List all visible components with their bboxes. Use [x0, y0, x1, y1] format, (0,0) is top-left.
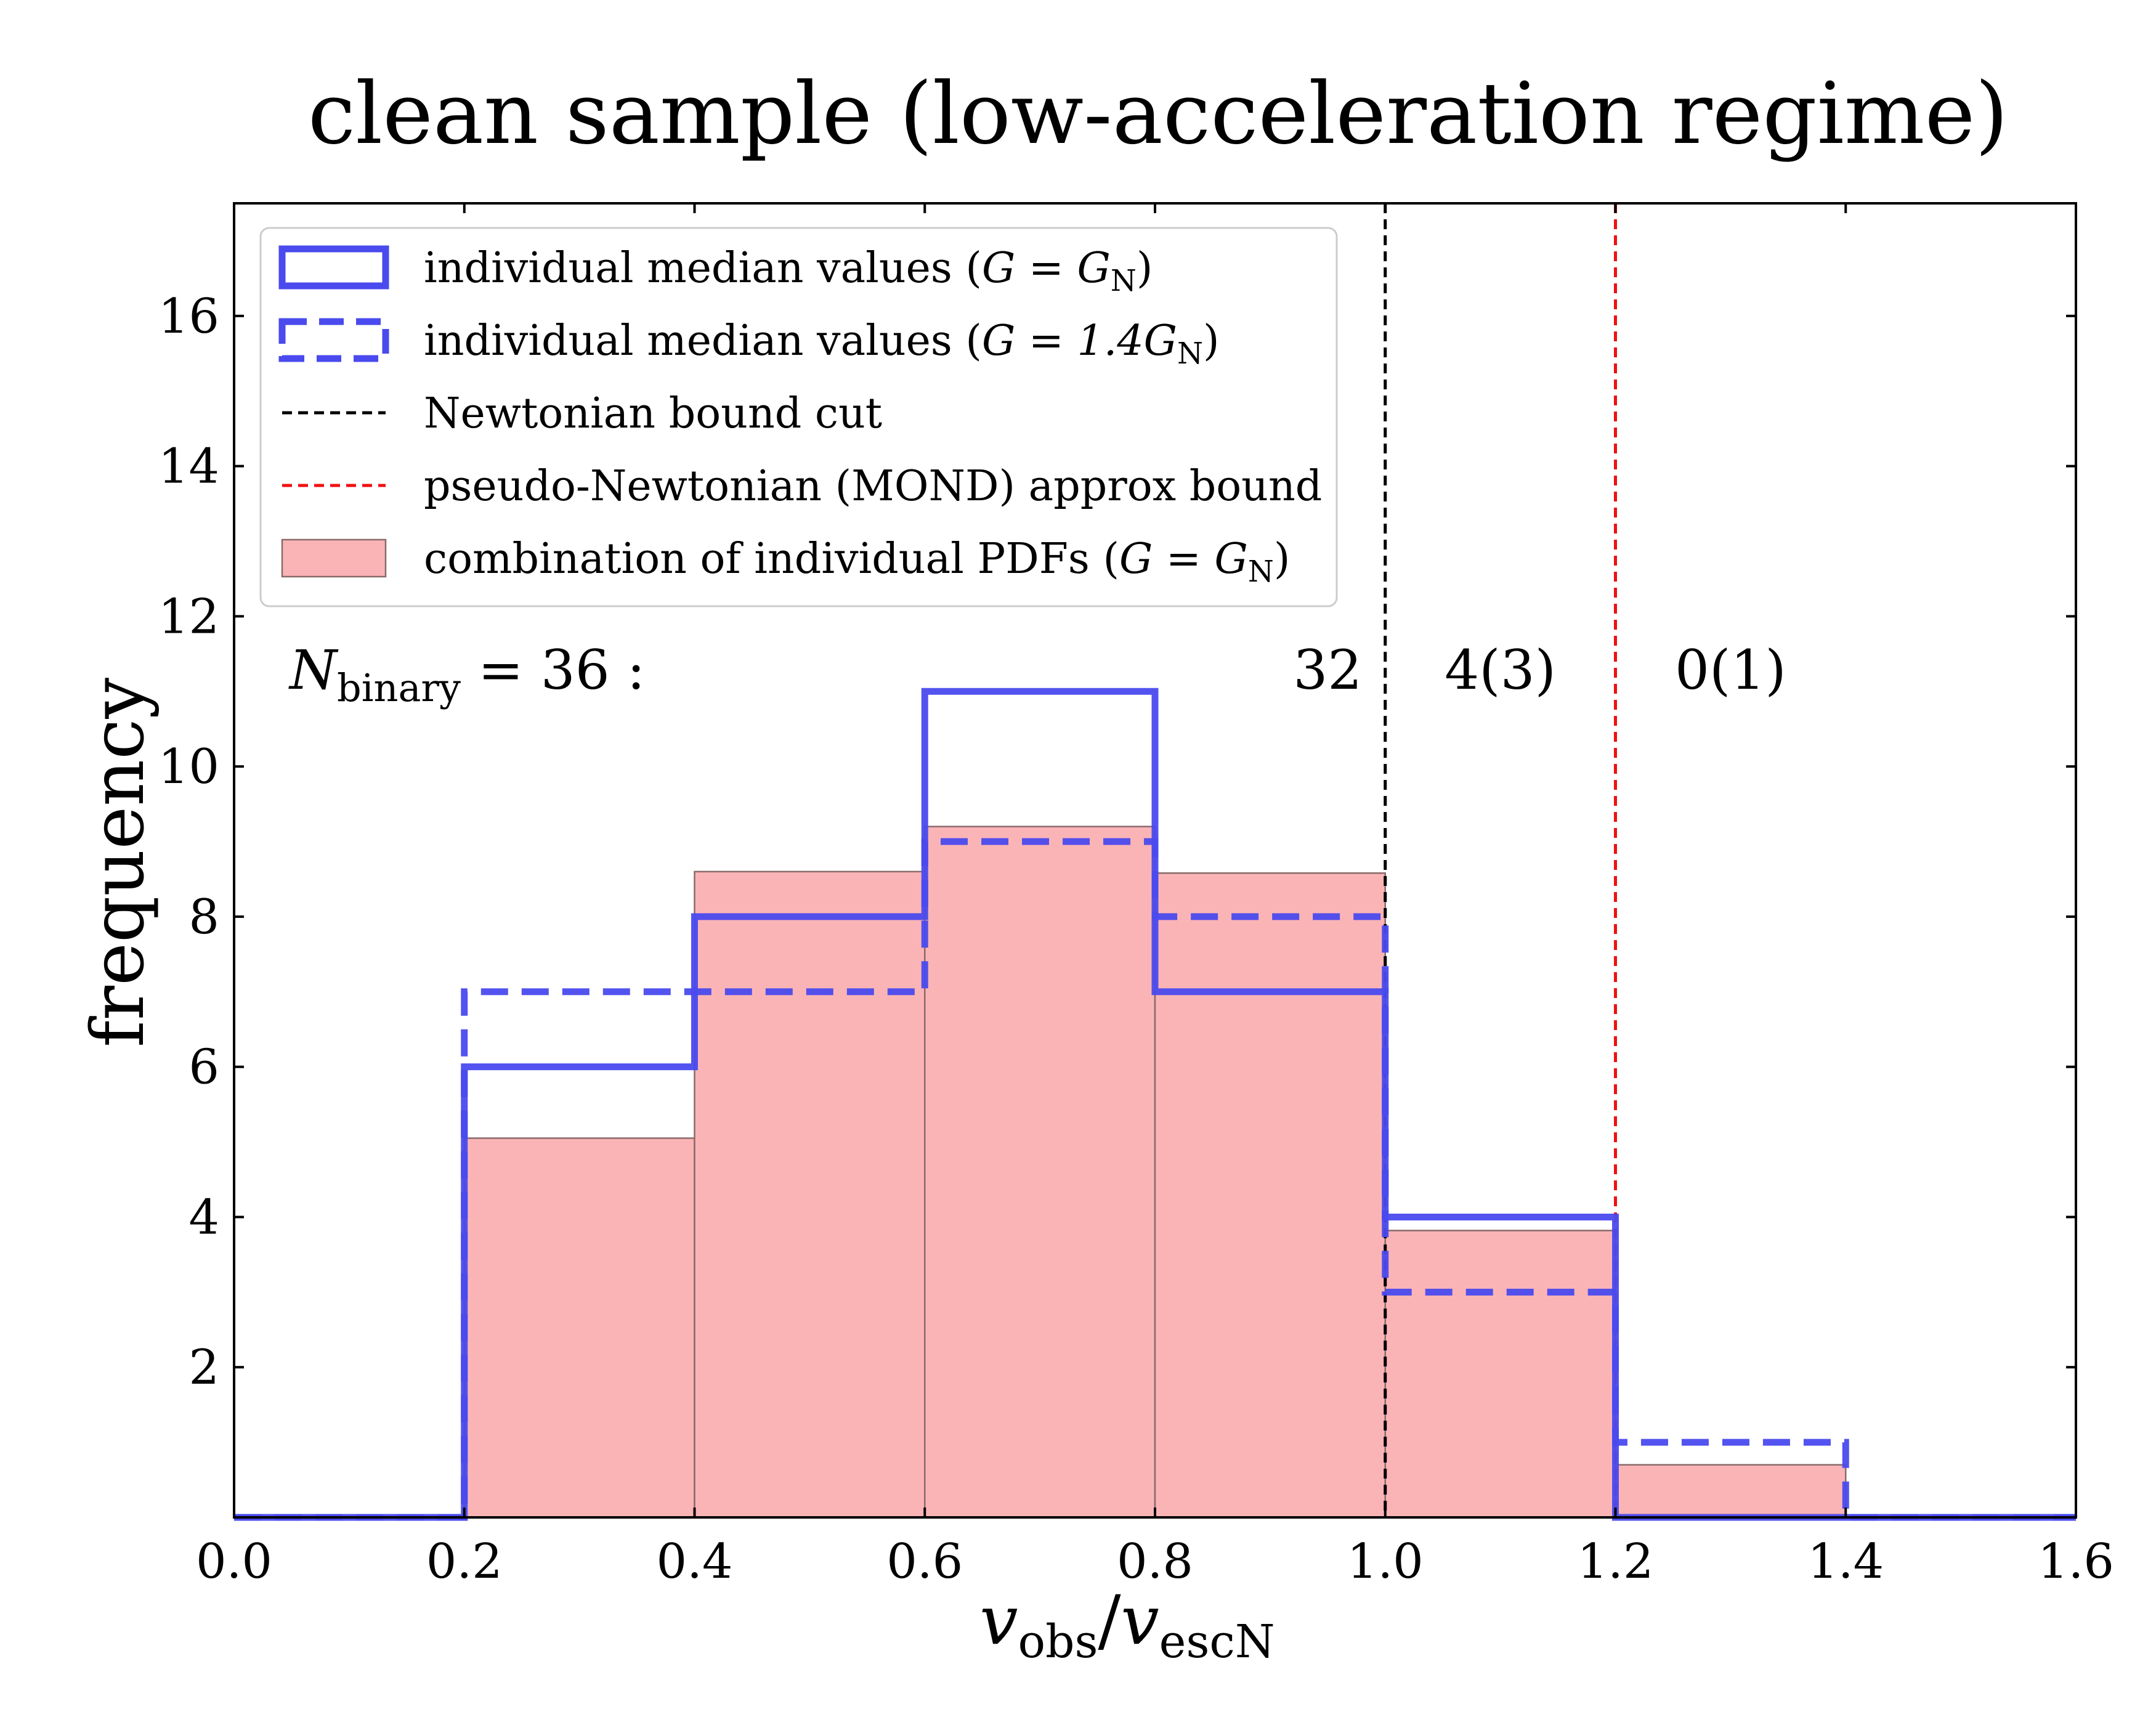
- y-tick-label: 2: [188, 1340, 219, 1395]
- legend-label-sub: N: [1111, 264, 1137, 298]
- legend-swatch-solid: [278, 245, 389, 290]
- legend-entry: individual median values (G = 1.4GN): [278, 317, 1219, 371]
- y-tick-label: 8: [188, 890, 219, 945]
- median-steps: [234, 688, 2076, 1521]
- pdf-bar: [694, 871, 926, 1519]
- legend-label-post: ): [1137, 244, 1153, 293]
- median-step-solid: [234, 688, 2076, 1521]
- legend-swatch-dashed: [278, 318, 389, 362]
- legend-label-text: pseudo-Newtonian (MOND) approx bound: [424, 462, 1322, 511]
- pdf-bar: [924, 826, 1156, 1519]
- region-count: 4(3): [1445, 638, 1556, 702]
- axes: 0.0 0.2 0.4 0.6 0.8 1.0 1.2 1.4 1.6 2 4 6 8 10 12 14 16: [158, 202, 2114, 1589]
- y-tick-label: 12: [158, 589, 219, 644]
- legend-label: pseudo-Newtonian (MOND) approx bound: [424, 462, 1322, 511]
- y-tick-label: 14: [158, 439, 219, 495]
- legend-entry: combination of individual PDFs (G = GN): [281, 535, 1290, 589]
- legend-label: Newtonian bound cut: [424, 389, 882, 438]
- x-tick-label: 1.2: [1577, 1534, 1653, 1589]
- legend-label-post: ): [1203, 317, 1220, 365]
- region-count: 0(1): [1675, 638, 1786, 702]
- legend-label-text: individual median values (: [424, 244, 982, 293]
- legend-label-post: ): [1274, 535, 1291, 583]
- x-tick-label: 1.6: [2038, 1534, 2114, 1589]
- y-tick-label: 4: [188, 1190, 219, 1245]
- x-label-v2: v: [1121, 1581, 1159, 1660]
- x-tick-label: 0.6: [886, 1534, 963, 1589]
- nbinary-annotation: Nbinary = 36 :: [288, 638, 645, 710]
- legend-label-math: G = G: [1119, 535, 1248, 583]
- pdf-bar: [463, 1137, 695, 1519]
- nbinary-sub: binary: [337, 665, 461, 710]
- x-label-sub2: escN: [1159, 1615, 1275, 1668]
- legend-label-sub: N: [1248, 554, 1274, 589]
- x-tick-label: 0.0: [196, 1534, 272, 1589]
- legend-entry: individual median values (G = GN): [278, 244, 1153, 298]
- x-tick-label: 1.4: [1807, 1534, 1884, 1589]
- legend-label-text: Newtonian bound cut: [424, 389, 882, 438]
- chart-title: clean sample (low-acceleration regime): [308, 64, 2008, 163]
- legend-swatch-fill: [281, 538, 387, 578]
- x-label-slash: /: [1098, 1581, 1121, 1660]
- legend-label: combination of individual PDFs (G = GN): [424, 535, 1290, 589]
- legend-label-text: combination of individual PDFs (: [424, 535, 1119, 583]
- pdf-bar: [1384, 1230, 1616, 1519]
- region-count: 32: [1293, 638, 1362, 702]
- nbinary-n: N: [288, 638, 339, 702]
- pdf-bar: [1154, 872, 1386, 1519]
- x-label-v1: v: [979, 1581, 1018, 1660]
- y-tick-label: 10: [158, 739, 219, 795]
- y-tick-label: 6: [188, 1040, 219, 1095]
- pdf-bar: [1615, 1464, 1847, 1519]
- x-axis-label: vobs/vescN: [979, 1581, 1275, 1668]
- x-tick-label: 1.0: [1347, 1534, 1424, 1589]
- legend-entry: pseudo-Newtonian (MOND) approx bound: [282, 462, 1322, 511]
- legend-frame: [259, 227, 1338, 607]
- x-tick-label: 0.8: [1117, 1534, 1193, 1589]
- y-axis-label: frequency: [75, 678, 160, 1047]
- legend-entry: Newtonian bound cut: [282, 389, 882, 438]
- x-tick-label: 0.2: [426, 1534, 503, 1589]
- legend-label: individual median values (G = GN): [424, 244, 1153, 298]
- legend: individual median values (G = GN)individ…: [259, 227, 1338, 607]
- legend-label-math: G = 1.4G: [982, 317, 1177, 365]
- y-tick-label: 16: [158, 289, 219, 344]
- x-label-sub1: obs: [1018, 1615, 1098, 1668]
- nbinary-rest: = 36 :: [461, 638, 645, 702]
- legend-label-sub: N: [1177, 336, 1203, 371]
- x-tick-label: 0.4: [656, 1534, 732, 1589]
- legend-label-math: G = G: [982, 244, 1111, 293]
- legend-label: individual median values (G = 1.4GN): [424, 317, 1219, 371]
- pdf-bars: [463, 826, 1847, 1519]
- region-counts: 32 4(3) 0(1): [1293, 638, 1786, 702]
- legend-label-text: individual median values (: [424, 317, 982, 365]
